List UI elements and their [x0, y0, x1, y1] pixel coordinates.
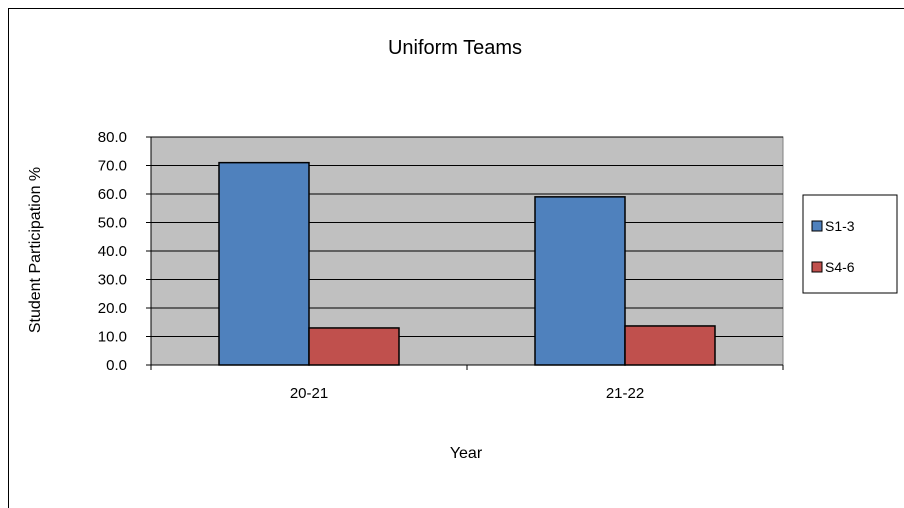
x-tick-label: 20-21 — [290, 385, 328, 402]
y-tick-label: 60.0 — [98, 186, 127, 203]
x-tick-label: 21-22 — [606, 385, 644, 402]
bar-s1-3-20-21 — [218, 161, 310, 366]
y-tick-label: 10.0 — [98, 329, 127, 346]
x-axis-label: Year — [450, 445, 483, 462]
y-tick-label: 30.0 — [98, 272, 127, 289]
bar-s1-3-21-22 — [534, 196, 626, 366]
legend: S1-3 S4-6 — [802, 194, 898, 294]
axes — [146, 136, 784, 370]
legend-label-s4-6: S4-6 — [825, 259, 855, 275]
chart-title: Uniform Teams — [388, 37, 522, 59]
y-tick-label: 20.0 — [98, 300, 127, 317]
bar-s4-6-20-21 — [308, 327, 400, 366]
y-tick-label: 80.0 — [98, 129, 127, 146]
chart-frame — [8, 8, 904, 508]
x-tick-labels: 20-21 21-22 — [290, 385, 644, 402]
y-tick-label: 70.0 — [98, 158, 127, 175]
y-tick-labels: 0.0 10.0 20.0 30.0 40.0 50.0 60.0 70.0 80.0 — [98, 129, 127, 374]
legend-swatch-s4-6 — [811, 261, 823, 273]
bar-s4-6-21-22 — [624, 325, 716, 366]
y-axis-label: Student Participation % — [27, 167, 44, 333]
bars — [218, 161, 716, 366]
y-tick-label: 50.0 — [98, 215, 127, 232]
legend-swatch-s1-3 — [811, 220, 823, 232]
legend-label-s1-3: S1-3 — [825, 218, 855, 234]
y-tick-label: 40.0 — [98, 243, 127, 260]
y-tick-label: 0.0 — [106, 357, 127, 374]
legend-box — [802, 194, 898, 294]
